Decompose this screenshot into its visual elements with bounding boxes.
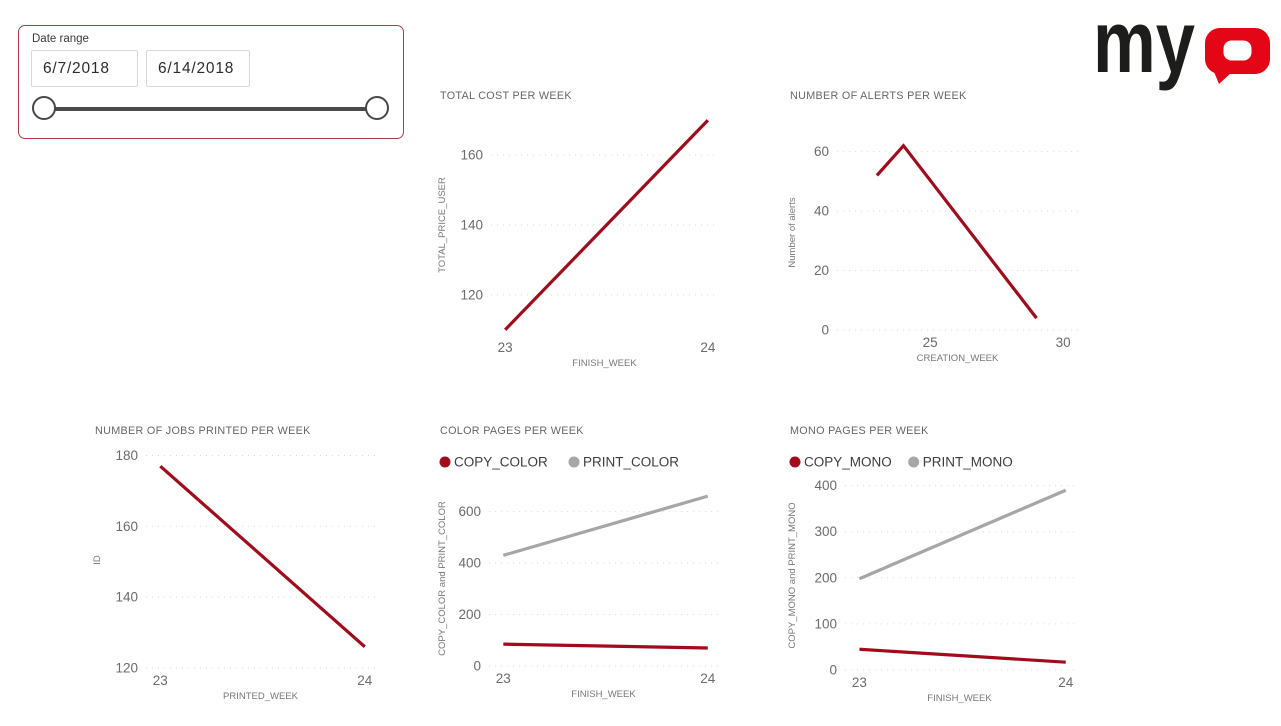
svg-text:180: 180: [115, 448, 138, 463]
date-range-label: Date range: [32, 33, 89, 45]
logo-letter-q-tail: [1212, 67, 1232, 84]
line-chart-canvas: 0 100 200 300 400 23 24 MONO PAGES PER WEEK FINI…: [787, 425, 1074, 704]
svg-text:23: 23: [852, 675, 867, 690]
svg-text:20: 20: [814, 263, 829, 278]
date-slider-track[interactable]: [44, 106, 378, 111]
svg-text:23: 23: [498, 340, 513, 355]
myq-logo: my: [1093, 21, 1273, 93]
myq-logo-svg: my: [1093, 21, 1270, 91]
svg-text:140: 140: [460, 218, 483, 233]
end-date-input[interactable]: [146, 50, 250, 87]
svg-text:COPY_COLOR: COPY_COLOR: [454, 455, 548, 470]
svg-text:MONO PAGES PER WEEK: MONO PAGES PER WEEK: [790, 425, 929, 437]
date-slider-handle-start[interactable]: [32, 96, 56, 120]
svg-text:FINISH_WEEK: FINISH_WEEK: [572, 358, 637, 369]
chart-mono-pages-per-week[interactable]: 0 100 200 300 400 23 24 MONO PAGES PER WEEK FINI…: [785, 420, 1093, 720]
chart-number-of-alerts-per-week[interactable]: 0 20 40 60 25 30 NUMBER OF ALERTS PER WEEK CREA…: [785, 85, 1087, 381]
svg-text:400: 400: [814, 478, 837, 493]
svg-text:200: 200: [458, 607, 481, 622]
chart-total-cost-per-week[interactable]: 120 140 160 23 24 TOTAL COST PER WEEK FINISH_W…: [435, 85, 735, 381]
svg-text:140: 140: [115, 590, 138, 605]
svg-text:25: 25: [923, 335, 938, 350]
svg-text:600: 600: [458, 504, 481, 519]
svg-text:COPY_COLOR and PRINT_COLOR: COPY_COLOR and PRINT_COLOR: [437, 501, 448, 656]
svg-text:24: 24: [700, 671, 716, 686]
svg-text:COPY_MONO and PRINT_MONO: COPY_MONO and PRINT_MONO: [787, 502, 798, 648]
date-range-slicer: Date range: [18, 25, 404, 139]
chart-color-pages-per-week[interactable]: 0 200 400 600 23 24 COLOR PAGES PER WEEK FINISH…: [435, 420, 743, 720]
svg-text:PRINT_COLOR: PRINT_COLOR: [583, 455, 679, 470]
svg-text:FINISH_WEEK: FINISH_WEEK: [571, 689, 636, 700]
svg-text:0: 0: [829, 663, 837, 678]
svg-text:24: 24: [1058, 675, 1074, 690]
svg-text:COLOR PAGES PER WEEK: COLOR PAGES PER WEEK: [440, 425, 584, 437]
svg-text:COPY_MONO: COPY_MONO: [804, 455, 892, 470]
svg-text:TOTAL COST PER WEEK: TOTAL COST PER WEEK: [440, 90, 572, 102]
svg-text:PRINTED_WEEK: PRINTED_WEEK: [223, 691, 299, 702]
start-date-input[interactable]: [31, 50, 138, 87]
logo-letter-q-hole: [1223, 40, 1252, 61]
svg-text:24: 24: [700, 340, 716, 355]
svg-text:NUMBER OF ALERTS PER WEEK: NUMBER OF ALERTS PER WEEK: [790, 90, 967, 102]
svg-text:FINISH_WEEK: FINISH_WEEK: [927, 693, 992, 704]
svg-text:NUMBER OF JOBS PRINTED PER WEE: NUMBER OF JOBS PRINTED PER WEEK: [95, 425, 311, 437]
svg-text:120: 120: [115, 661, 138, 676]
svg-text:30: 30: [1056, 335, 1071, 350]
svg-text:60: 60: [814, 144, 829, 159]
svg-text:24: 24: [357, 673, 373, 688]
line-chart-canvas: 120 140 160 23 24 TOTAL COST PER WEEK FINISH_W…: [437, 90, 718, 369]
date-slider-handle-end[interactable]: [365, 96, 389, 120]
svg-text:CREATION_WEEK: CREATION_WEEK: [917, 353, 999, 364]
svg-text:400: 400: [458, 556, 481, 571]
chart-number-of-jobs-printed-per-week[interactable]: 120 140 160 180 23 24 NUMBER OF JOBS PRINTED P…: [90, 420, 405, 720]
logo-text-my: my: [1093, 21, 1195, 91]
svg-text:23: 23: [153, 673, 168, 688]
svg-text:200: 200: [814, 570, 837, 585]
svg-text:23: 23: [496, 671, 511, 686]
svg-text:160: 160: [115, 519, 138, 534]
svg-text:ID: ID: [92, 555, 103, 565]
svg-text:0: 0: [821, 323, 829, 338]
svg-text:160: 160: [460, 148, 483, 163]
svg-text:300: 300: [814, 524, 837, 539]
line-chart-canvas: 120 140 160 180 23 24 NUMBER OF JOBS PRINTED P…: [92, 425, 375, 702]
svg-text:Number of alerts: Number of alerts: [787, 197, 798, 267]
svg-text:100: 100: [814, 616, 837, 631]
svg-text:PRINT_MONO: PRINT_MONO: [923, 455, 1013, 470]
svg-text:40: 40: [814, 204, 829, 219]
svg-text:TOTAL_PRICE_USER: TOTAL_PRICE_USER: [437, 177, 448, 273]
svg-text:0: 0: [473, 659, 481, 674]
svg-text:120: 120: [460, 287, 483, 302]
line-chart-canvas: 0 200 400 600 23 24 COLOR PAGES PER WEEK FINISH…: [437, 425, 718, 700]
line-chart-canvas: 0 20 40 60 25 30 NUMBER OF ALERTS PER WEEK CREA…: [787, 90, 1078, 364]
